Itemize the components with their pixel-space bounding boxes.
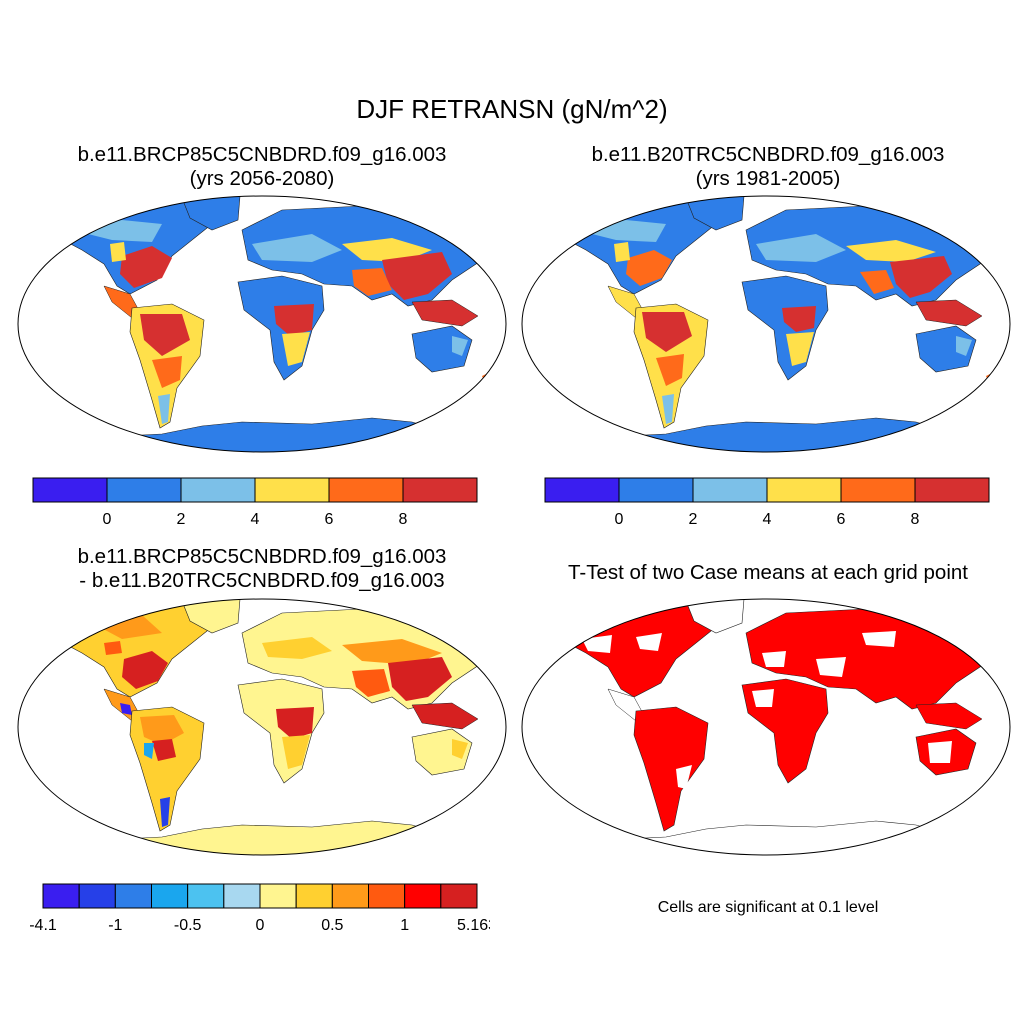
colorbar-box	[544, 477, 620, 503]
colorbar-box	[368, 883, 406, 909]
colorbar-label: 6	[837, 511, 846, 528]
colorbar-label: 5.163	[457, 917, 490, 934]
panel3-map	[17, 598, 507, 856]
colorbar-label: 8	[911, 511, 920, 528]
colorbar-box	[914, 477, 990, 503]
panel4-map	[521, 598, 1011, 856]
colorbar-label: 0.5	[321, 917, 343, 934]
panel3-colorbar: -4.1 -1 -0.5 0 0.5 1 5.163	[30, 883, 490, 934]
colorbar-label: 0	[256, 917, 265, 934]
colorbar-box	[254, 477, 330, 503]
colorbar-label: 6	[325, 511, 334, 528]
panel1-map	[17, 195, 507, 453]
colorbar-box	[151, 883, 189, 909]
africa	[741, 275, 829, 381]
panel2-title: b.e11.B20TRC5CNBDRD.f09_g16.003 (yrs 198…	[518, 143, 1018, 191]
panel1-years: (yrs 2056-2080)	[189, 167, 335, 190]
colorbar-box	[766, 477, 842, 503]
colorbar-box	[295, 883, 333, 909]
colorbar-box	[404, 883, 442, 909]
colorbar-label: 0	[103, 511, 112, 528]
colorbar-label: 4	[251, 511, 260, 528]
panel4-title: T-Test of two Case means at each grid po…	[568, 561, 968, 584]
panel2-colorbar: 0 2 4 6 8	[544, 477, 990, 528]
colorbar-box	[32, 477, 108, 503]
figure-title: DJF RETRANSN (gN/m^2)	[356, 94, 668, 124]
colorbar-label: 0	[615, 511, 624, 528]
colorbar-box	[114, 883, 153, 909]
significance-note: Cells are significant at 0.1 level	[657, 899, 879, 916]
colorbar-box	[106, 477, 182, 503]
colorbar-box	[259, 883, 297, 909]
colorbar-label: 4	[763, 511, 772, 528]
south-america	[633, 706, 709, 832]
panel1-colorbar: 0 2 4 6 8	[32, 477, 478, 528]
colorbar-box	[328, 477, 404, 503]
colorbar-label: -0.5	[174, 917, 202, 934]
colorbar-label: -1	[108, 917, 122, 934]
panel3-case-name: b.e11.BRCP85C5CNBDRD.f09_g16.003	[77, 545, 447, 568]
colorbar-box	[331, 883, 370, 909]
colorbar-box	[402, 477, 478, 503]
colorbar-label: 2	[177, 511, 186, 528]
panel2-map	[521, 195, 1011, 453]
colorbar-box	[187, 883, 225, 909]
colorbar-box	[440, 883, 478, 909]
colorbar-box	[840, 477, 916, 503]
panel3-difference-line: - b.e11.B20TRC5CNBDRD.f09_g16.003	[79, 569, 445, 592]
colorbar-label: -4.1	[30, 917, 57, 934]
colorbar-box	[223, 883, 261, 909]
colorbar-box	[180, 477, 256, 503]
panel2-years: (yrs 1981-2005)	[695, 167, 841, 190]
panel1-case-name: b.e11.BRCP85C5CNBDRD.f09_g16.003	[77, 143, 447, 166]
colorbar-label: 8	[399, 511, 408, 528]
panel2-case-name: b.e11.B20TRC5CNBDRD.f09_g16.003	[591, 143, 945, 166]
colorbar-label: 1	[400, 917, 409, 934]
panel1-title: b.e11.BRCP85C5CNBDRD.f09_g16.003 (yrs 20…	[12, 143, 512, 191]
colorbar-label: 2	[689, 511, 698, 528]
colorbar-box	[692, 477, 768, 503]
colorbar-box	[618, 477, 694, 503]
panel3-title: b.e11.BRCP85C5CNBDRD.f09_g16.003 - b.e11…	[12, 545, 512, 593]
colorbar-box	[78, 883, 116, 909]
colorbar-box	[42, 883, 80, 909]
